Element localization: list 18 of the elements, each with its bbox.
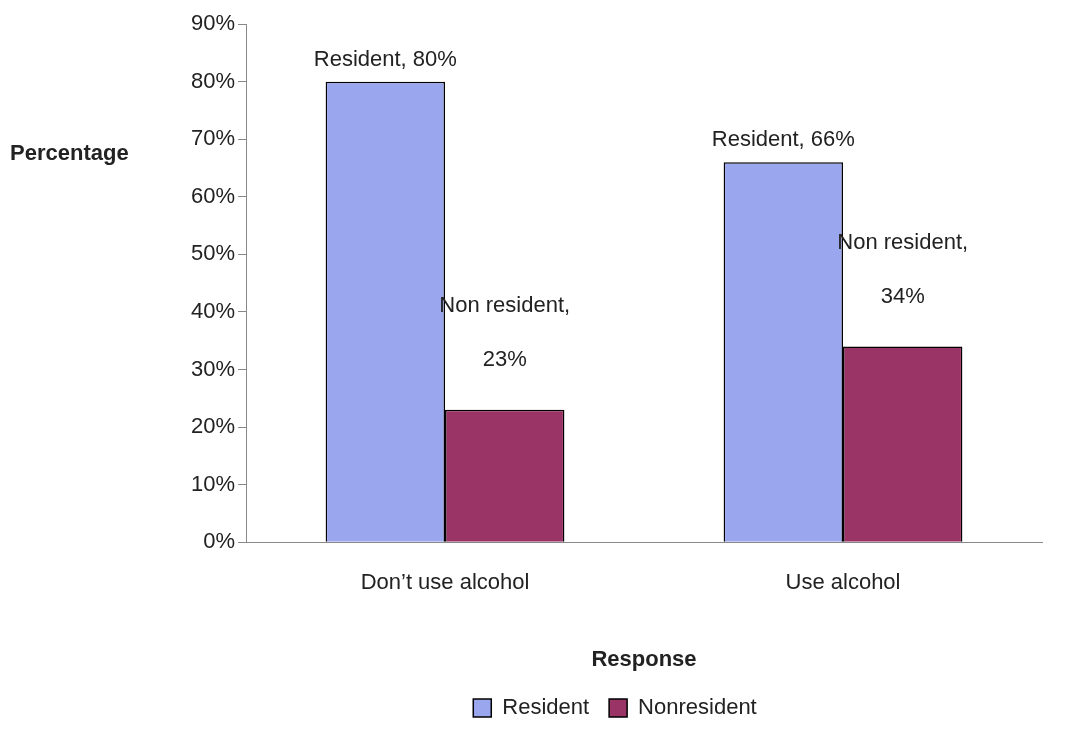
x-axis-title: Response <box>591 645 697 671</box>
y-axis-title: Percentage <box>10 139 129 165</box>
y-tick-label: 30% <box>190 355 236 381</box>
y-tick-label: 20% <box>190 413 236 439</box>
legend-label: Resident <box>502 694 590 720</box>
data-label: Resident, 80% <box>313 45 457 71</box>
data-label: Resident, 66% <box>711 126 855 152</box>
x-tick-label: Use alcohol <box>785 569 901 595</box>
y-tick-label: 70% <box>190 125 236 151</box>
y-tick-label: 90% <box>190 10 236 36</box>
y-tick-label: 50% <box>190 240 236 266</box>
y-tick-label: 0% <box>203 528 236 554</box>
y-tick-label: 10% <box>190 470 236 496</box>
y-tick-label: 60% <box>190 182 236 208</box>
y-tick-label: 80% <box>190 67 236 93</box>
x-tick-label: Don’t use alcohol <box>360 569 530 595</box>
legend-label: Nonresident <box>638 694 757 720</box>
y-tick-label: 40% <box>190 298 236 324</box>
